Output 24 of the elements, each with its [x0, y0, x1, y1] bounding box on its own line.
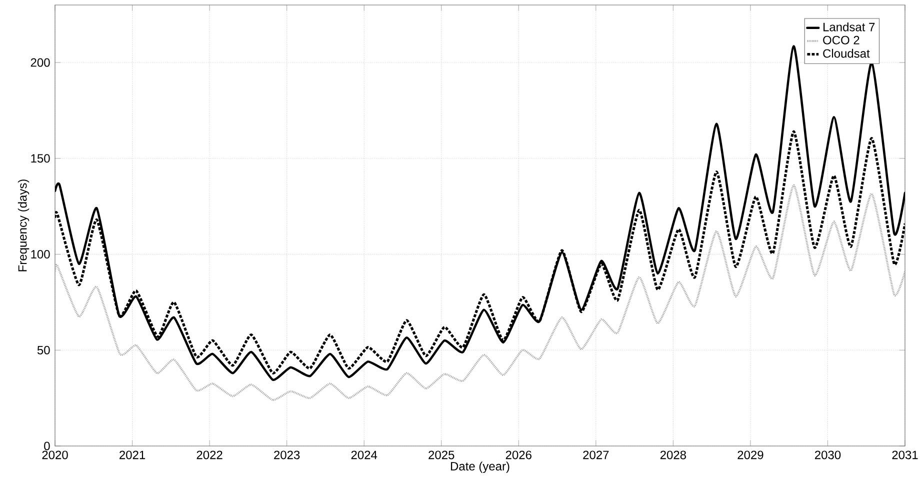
x-tick-label: 2026 [506, 450, 532, 460]
x-tick-label: 2024 [351, 450, 378, 460]
x-tick-label: 2029 [738, 450, 764, 460]
x-tick-label: 2021 [120, 450, 146, 460]
legend-label: Cloudsat [823, 48, 870, 58]
y-tick-label: 100 [31, 250, 50, 259]
x-tick-label: 2027 [583, 450, 609, 460]
x-tick-label: 2025 [428, 450, 454, 460]
legend-label: OCO 2 [823, 36, 860, 44]
x-tick-label: 2030 [814, 450, 841, 460]
line-series [55, 45, 905, 381]
x-tick-label: 2028 [660, 450, 686, 460]
x-tick-label: 2023 [274, 450, 300, 460]
y-tick-label: 200 [30, 58, 50, 67]
y-tick-label: 150 [31, 154, 50, 163]
x-tick-label: 2022 [196, 450, 222, 460]
y-axis-title: Frequency (days) [18, 180, 30, 272]
y-tick-label: 0 [44, 442, 50, 450]
x-tick-label: 2031 [892, 450, 918, 460]
legend-label: Landsat 7 [824, 22, 875, 32]
x-axis-title: Date (year) [450, 462, 510, 473]
y-tick-label: 50 [37, 346, 50, 354]
line-series [55, 184, 905, 401]
x-tick-label: 2020 [42, 450, 68, 460]
